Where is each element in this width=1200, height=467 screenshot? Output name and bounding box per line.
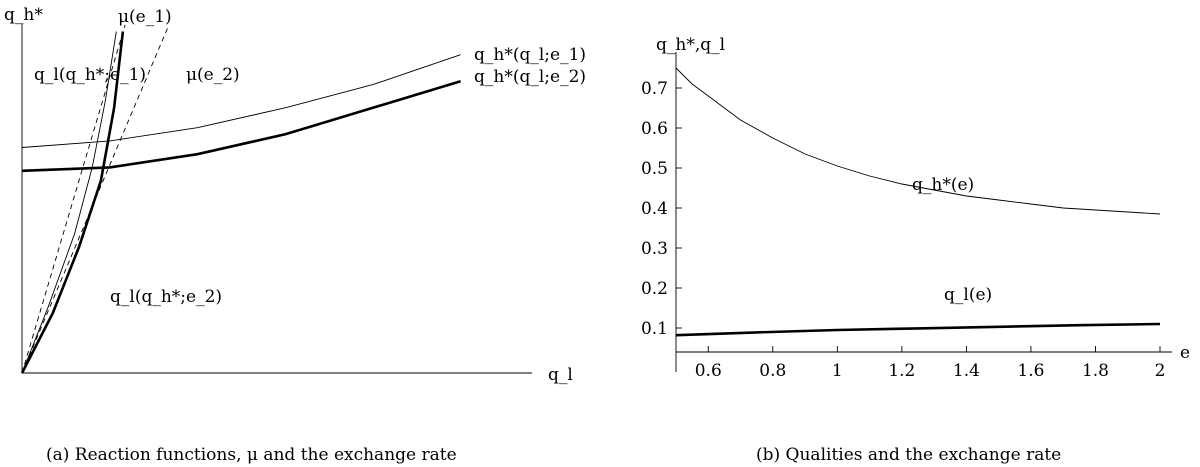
chart-b-ytick-label-4: 0.5 <box>641 159 668 179</box>
chart-a-xlabel: q_l <box>548 365 573 385</box>
chart-a-series-1 <box>21 79 461 173</box>
chart-b-xtick-label-2: 1 <box>832 361 843 381</box>
chart-a-label-mu-e1: μ(e_1) <box>118 7 172 27</box>
chart-b-xtick-label-6: 1.8 <box>1082 361 1109 381</box>
chart-b-ylabel: q_h*,q_l <box>656 35 725 55</box>
chart-a: q_h* q_l μ(e_1) μ(e_2) q_l(q_h*;e_1) q_l… <box>4 5 586 465</box>
chart-b: 0.6 0.8 1 1.2 1.4 1.6 1.8 2 0.1 0.2 0.3 0.4 0.5 0.6 0.… <box>641 35 1190 465</box>
chart-b-ytick-label-0: 0.1 <box>641 319 668 339</box>
chart-a-label-ql-e1: q_l(q_h*;e_1) <box>34 65 146 85</box>
chart-a-series-3 <box>20 31 125 374</box>
chart-b-ytick-label-5: 0.6 <box>641 119 668 139</box>
chart-b-ytick-label-2: 0.3 <box>641 239 668 259</box>
chart-b-label-ql: q_l(e) <box>944 285 992 305</box>
chart-a-caption: (a) Reaction functions, μ and the exchan… <box>46 445 457 465</box>
chart-b-series-q-h-e <box>675 67 1161 215</box>
chart-a-label-ql-e2: q_l(q_h*;e_2) <box>110 287 222 307</box>
chart-b-xtick-label-3: 1.2 <box>888 361 915 381</box>
chart-b-xtick-label-4: 1.4 <box>953 361 980 381</box>
chart-a-series-0 <box>21 54 461 148</box>
chart-a-ylabel: q_h* <box>4 5 43 25</box>
chart-a-series-4 <box>21 24 126 374</box>
chart-b-xlabel: e <box>1180 343 1190 363</box>
chart-b-xtick-label-7: 2 <box>1155 361 1166 381</box>
chart-b-label-qh: q_h*(e) <box>912 175 974 195</box>
chart-b-xtick-label-1: 0.8 <box>759 361 786 381</box>
chart-b-ytick-label-6: 0.7 <box>641 79 668 99</box>
chart-a-label-mu-e2: μ(e_2) <box>186 65 240 85</box>
chart-a-series-2 <box>21 31 117 374</box>
chart-b-xtick-label-0: 0.6 <box>695 361 722 381</box>
chart-b-xtick-label-5: 1.6 <box>1017 361 1044 381</box>
chart-b-ytick-label-3: 0.4 <box>641 199 668 219</box>
chart-b-caption: (b) Qualities and the exchange rate <box>756 445 1061 465</box>
chart-a-label-qh-e1: q_h*(q_l;e_1) <box>474 45 586 65</box>
chart-b-ytick-label-1: 0.2 <box>641 279 668 299</box>
chart-a-label-qh-e2: q_h*(q_l;e_2) <box>474 67 586 87</box>
chart-b-series-q-l-e <box>675 322 1161 337</box>
